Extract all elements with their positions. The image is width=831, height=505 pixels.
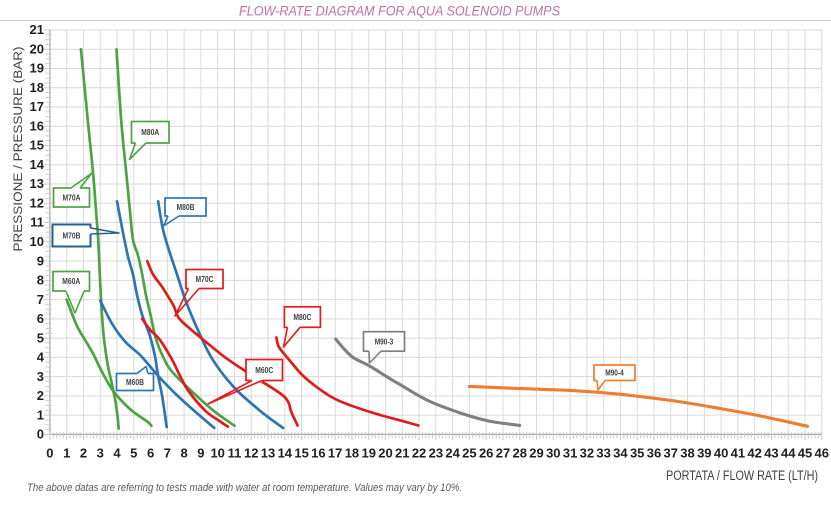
- svg-text:7: 7: [164, 446, 171, 461]
- svg-text:0: 0: [37, 427, 44, 442]
- svg-text:19: 19: [30, 61, 44, 76]
- svg-text:M70C: M70C: [196, 275, 214, 284]
- svg-text:7: 7: [37, 292, 44, 307]
- svg-text:11: 11: [30, 215, 44, 230]
- svg-text:12: 12: [30, 195, 44, 210]
- svg-text:4: 4: [113, 446, 121, 461]
- svg-text:1: 1: [37, 407, 44, 422]
- svg-text:33: 33: [596, 446, 610, 461]
- svg-text:M80B: M80B: [177, 203, 195, 212]
- svg-text:10: 10: [30, 234, 44, 249]
- svg-text:21: 21: [395, 446, 409, 461]
- svg-text:42: 42: [747, 446, 761, 461]
- svg-text:M90-3: M90-3: [375, 337, 394, 346]
- svg-text:5: 5: [130, 446, 137, 461]
- svg-text:M80A: M80A: [141, 128, 159, 137]
- svg-text:20: 20: [378, 446, 392, 461]
- svg-text:14: 14: [278, 446, 293, 461]
- svg-text:27: 27: [496, 446, 510, 461]
- svg-text:2: 2: [37, 388, 44, 403]
- svg-text:15: 15: [294, 446, 308, 461]
- svg-text:3: 3: [97, 446, 104, 461]
- svg-text:16: 16: [311, 446, 325, 461]
- svg-text:16: 16: [30, 118, 44, 133]
- svg-text:45: 45: [798, 446, 812, 461]
- svg-text:FLOW-RATE DIAGRAM FOR AQUA SOL: FLOW-RATE DIAGRAM FOR AQUA SOLENOID PUMP…: [239, 4, 561, 19]
- svg-text:13: 13: [30, 176, 44, 191]
- svg-text:44: 44: [781, 446, 796, 461]
- svg-text:M70A: M70A: [63, 193, 81, 202]
- svg-text:M60C: M60C: [255, 366, 273, 375]
- svg-text:40: 40: [714, 446, 728, 461]
- svg-text:0: 0: [46, 446, 53, 461]
- svg-text:M60B: M60B: [126, 378, 144, 387]
- svg-text:9: 9: [197, 446, 204, 461]
- svg-text:37: 37: [664, 446, 678, 461]
- svg-text:20: 20: [30, 41, 44, 56]
- svg-text:14: 14: [30, 157, 45, 172]
- svg-text:6: 6: [37, 311, 44, 326]
- svg-text:19: 19: [361, 446, 375, 461]
- svg-text:12: 12: [244, 446, 258, 461]
- svg-text:2: 2: [80, 446, 87, 461]
- svg-text:13: 13: [261, 446, 275, 461]
- svg-text:23: 23: [429, 446, 443, 461]
- svg-text:43: 43: [764, 446, 778, 461]
- svg-text:17: 17: [30, 99, 44, 114]
- svg-text:36: 36: [647, 446, 661, 461]
- svg-text:M90-4: M90-4: [605, 369, 624, 378]
- svg-text:24: 24: [445, 446, 460, 461]
- svg-text:34: 34: [613, 446, 628, 461]
- svg-text:18: 18: [345, 446, 359, 461]
- svg-text:28: 28: [513, 446, 527, 461]
- svg-text:1: 1: [63, 446, 70, 461]
- svg-text:29: 29: [529, 446, 543, 461]
- svg-text:PORTATA / FLOW RATE (LT/H): PORTATA / FLOW RATE (LT/H): [666, 468, 818, 483]
- svg-text:5: 5: [37, 330, 44, 345]
- svg-text:10: 10: [210, 446, 224, 461]
- svg-text:41: 41: [731, 446, 745, 461]
- svg-text:18: 18: [30, 80, 44, 95]
- svg-text:46: 46: [815, 446, 829, 461]
- svg-text:3: 3: [37, 369, 44, 384]
- svg-text:PRESSIONE / PRESSURE (BAR): PRESSIONE / PRESSURE (BAR): [11, 47, 25, 252]
- svg-text:4: 4: [37, 350, 45, 365]
- svg-text:25: 25: [462, 446, 476, 461]
- svg-text:22: 22: [412, 446, 426, 461]
- svg-text:38: 38: [680, 446, 694, 461]
- svg-text:15: 15: [30, 138, 44, 153]
- svg-text:M60A: M60A: [62, 277, 80, 286]
- svg-text:32: 32: [580, 446, 594, 461]
- svg-text:30: 30: [546, 446, 560, 461]
- svg-text:M70B: M70B: [63, 231, 81, 240]
- svg-text:21: 21: [30, 22, 44, 37]
- svg-text:26: 26: [479, 446, 493, 461]
- svg-text:35: 35: [630, 446, 644, 461]
- svg-text:8: 8: [181, 446, 188, 461]
- svg-text:M80C: M80C: [293, 313, 311, 322]
- svg-text:The above datas are referring: The above datas are referring to tests m…: [27, 482, 462, 494]
- svg-text:17: 17: [328, 446, 342, 461]
- svg-text:9: 9: [37, 253, 44, 268]
- svg-text:39: 39: [697, 446, 711, 461]
- svg-text:11: 11: [228, 446, 242, 461]
- svg-text:8: 8: [37, 273, 44, 288]
- svg-text:31: 31: [563, 446, 577, 461]
- svg-text:6: 6: [147, 446, 154, 461]
